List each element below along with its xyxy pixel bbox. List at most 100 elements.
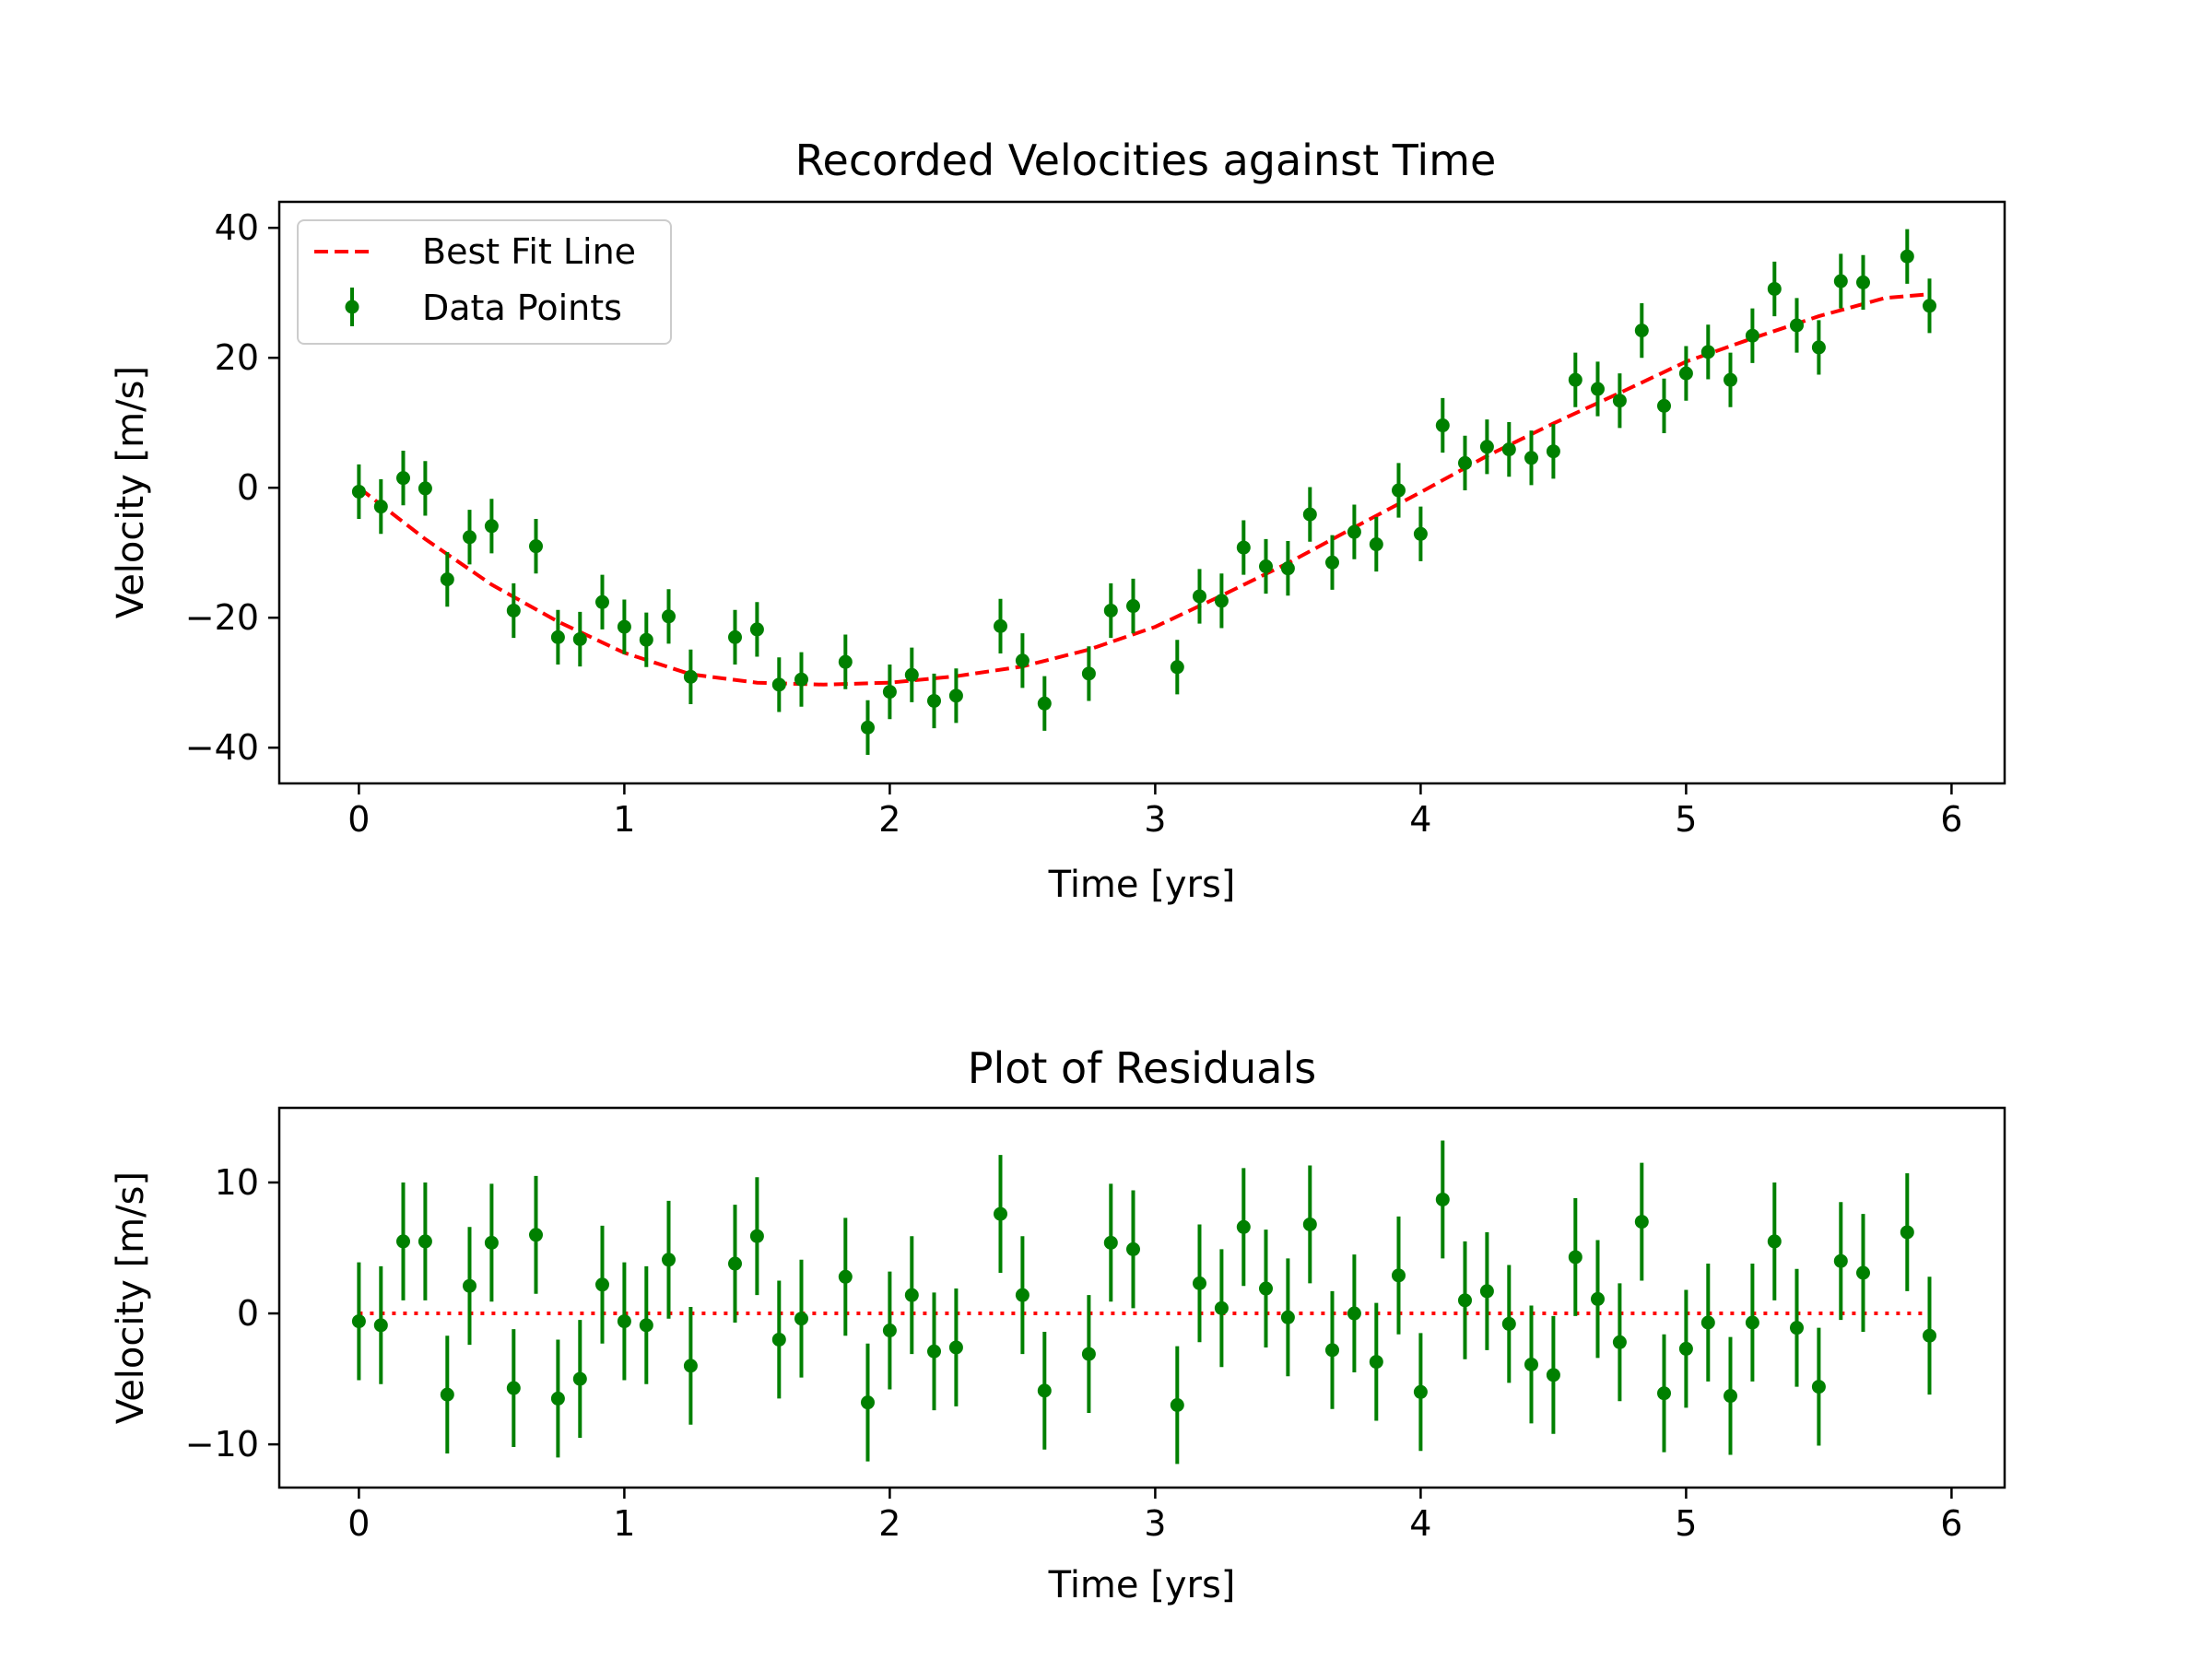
data-marker bbox=[528, 539, 543, 554]
x-tick-label: 3 bbox=[1144, 1503, 1166, 1544]
residuals-title: Plot of Residuals bbox=[968, 1043, 1317, 1093]
data-marker bbox=[882, 1324, 897, 1338]
data-marker bbox=[617, 619, 631, 634]
residuals-x-axis-label: Time [yrs] bbox=[1048, 1564, 1236, 1606]
data-marker bbox=[1656, 1386, 1671, 1401]
x-tick-label: 1 bbox=[613, 1503, 635, 1544]
data-marker bbox=[1347, 1306, 1361, 1321]
data-point bbox=[1170, 640, 1184, 695]
data-marker bbox=[395, 1234, 410, 1249]
data-marker bbox=[904, 1288, 919, 1302]
data-point bbox=[1833, 253, 1848, 309]
x-tick-label: 4 bbox=[1409, 1503, 1431, 1544]
data-point bbox=[1125, 1190, 1140, 1309]
data-marker bbox=[1723, 1389, 1737, 1404]
data-marker bbox=[639, 632, 653, 647]
data-marker bbox=[1767, 1234, 1782, 1249]
data-marker bbox=[1767, 281, 1782, 296]
data-point bbox=[1037, 1331, 1052, 1450]
y-tick-label: −20 bbox=[185, 597, 259, 638]
data-marker bbox=[1678, 366, 1693, 381]
data-point bbox=[926, 673, 941, 729]
data-point bbox=[462, 1227, 477, 1346]
data-point bbox=[1700, 1264, 1715, 1382]
data-marker bbox=[1922, 1328, 1936, 1343]
data-marker bbox=[351, 1314, 366, 1329]
data-marker bbox=[771, 677, 786, 692]
data-point bbox=[1479, 419, 1494, 475]
data-marker bbox=[1391, 483, 1406, 498]
data-marker bbox=[1170, 660, 1184, 675]
data-marker bbox=[683, 1359, 698, 1373]
data-marker bbox=[749, 622, 764, 637]
data-point bbox=[462, 510, 477, 565]
data-point bbox=[1612, 1283, 1627, 1402]
data-point bbox=[1900, 1173, 1914, 1291]
data-marker bbox=[661, 1253, 676, 1267]
data-point bbox=[1678, 346, 1693, 401]
data-marker bbox=[1192, 1276, 1206, 1290]
data-marker bbox=[1103, 603, 1118, 618]
data-marker bbox=[1811, 340, 1826, 355]
data-point bbox=[1081, 646, 1096, 701]
x-tick-label: 0 bbox=[347, 1503, 370, 1544]
data-point bbox=[1369, 516, 1383, 572]
data-point bbox=[838, 634, 853, 689]
data-point bbox=[550, 1339, 565, 1458]
x-tick-label: 6 bbox=[1940, 1503, 1962, 1544]
data-marker bbox=[882, 685, 897, 700]
data-marker bbox=[1568, 1250, 1583, 1265]
data-point bbox=[1656, 1334, 1671, 1453]
data-point bbox=[948, 668, 963, 724]
data-marker bbox=[794, 672, 808, 687]
data-point bbox=[683, 1306, 698, 1425]
legend-marker-swatch bbox=[345, 300, 359, 314]
y-tick-label: 0 bbox=[237, 467, 259, 508]
data-point bbox=[1236, 1168, 1251, 1287]
data-point bbox=[1214, 573, 1229, 629]
data-marker bbox=[1789, 1321, 1804, 1335]
data-point bbox=[1546, 1315, 1560, 1434]
data-marker bbox=[1723, 372, 1737, 387]
data-point bbox=[882, 1271, 897, 1390]
data-point bbox=[1634, 302, 1649, 359]
data-marker bbox=[1214, 594, 1229, 608]
data-point bbox=[1125, 578, 1140, 634]
data-point bbox=[572, 1320, 587, 1439]
data-point bbox=[440, 1335, 454, 1454]
data-point bbox=[1745, 1264, 1759, 1382]
data-point bbox=[1767, 261, 1782, 317]
data-point bbox=[1723, 1336, 1737, 1455]
data-marker bbox=[395, 471, 410, 486]
data-marker bbox=[1015, 1288, 1030, 1302]
data-marker bbox=[1103, 1235, 1118, 1250]
data-point bbox=[1855, 1214, 1870, 1332]
data-point bbox=[904, 647, 919, 702]
data-point bbox=[1612, 373, 1627, 429]
data-marker bbox=[572, 1371, 587, 1386]
data-marker bbox=[1391, 1268, 1406, 1283]
data-marker bbox=[1745, 1315, 1759, 1330]
data-point bbox=[1524, 1305, 1538, 1424]
data-marker bbox=[1236, 540, 1251, 555]
data-marker bbox=[860, 720, 875, 735]
data-marker bbox=[926, 1344, 941, 1359]
data-marker bbox=[1900, 1225, 1914, 1240]
data-marker bbox=[440, 572, 454, 587]
data-marker bbox=[484, 1235, 499, 1250]
data-point bbox=[1037, 676, 1052, 731]
data-point bbox=[1347, 504, 1361, 559]
data-point bbox=[794, 1259, 808, 1378]
legend-entry-data-points: Data Points bbox=[422, 288, 622, 328]
data-point bbox=[484, 1183, 499, 1302]
data-point bbox=[1634, 1162, 1649, 1281]
data-marker bbox=[1678, 1341, 1693, 1356]
data-point bbox=[528, 519, 543, 574]
chart-title: Recorded Velocities against Time bbox=[795, 135, 1497, 185]
data-marker bbox=[1789, 318, 1804, 333]
data-marker bbox=[948, 688, 963, 703]
data-marker bbox=[1258, 1281, 1273, 1296]
data-point bbox=[993, 598, 1007, 653]
velocity-chart: Recorded Velocities against Time 0 1 2 3 4 5 6… bbox=[110, 135, 2006, 906]
